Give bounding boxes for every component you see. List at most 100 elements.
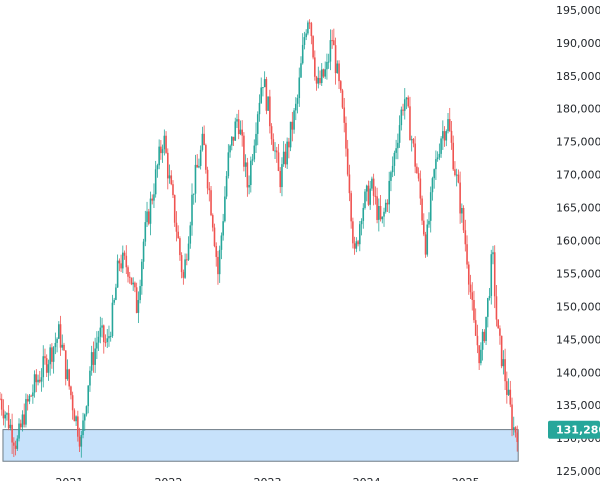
candle-body bbox=[390, 172, 392, 181]
candle-body bbox=[191, 194, 193, 226]
candle-body bbox=[232, 136, 235, 141]
candle-body bbox=[234, 121, 237, 141]
candle-body bbox=[239, 129, 242, 135]
candle-body bbox=[410, 139, 413, 141]
candle-body bbox=[435, 159, 437, 170]
candle-body bbox=[450, 130, 453, 143]
candle-body bbox=[78, 436, 81, 447]
candle-body bbox=[23, 414, 26, 425]
candle-body bbox=[4, 414, 6, 419]
candle-body bbox=[448, 119, 451, 131]
candle-body bbox=[192, 193, 195, 195]
candle-body bbox=[258, 102, 261, 115]
candle-body bbox=[172, 184, 174, 196]
candle-body bbox=[474, 320, 477, 336]
candle-body bbox=[336, 63, 339, 74]
candle-body bbox=[248, 184, 250, 188]
candle-body bbox=[0, 398, 1, 400]
candle-body bbox=[343, 107, 346, 123]
candle-body bbox=[101, 325, 103, 328]
candle-body bbox=[75, 416, 77, 422]
candle-body bbox=[485, 316, 487, 342]
candle-body bbox=[397, 142, 399, 149]
candle-body bbox=[184, 259, 186, 278]
candle-body bbox=[424, 234, 427, 255]
candle-body bbox=[215, 246, 218, 257]
candle-body bbox=[52, 347, 55, 362]
candle-body bbox=[189, 225, 192, 244]
candle-body bbox=[324, 69, 327, 77]
candle-body bbox=[224, 196, 226, 222]
candle-body bbox=[407, 97, 410, 107]
last-price-badge: 131,280 bbox=[548, 420, 600, 439]
candle-body bbox=[156, 165, 159, 170]
candle-body bbox=[227, 152, 230, 177]
candle-body bbox=[11, 424, 13, 443]
candle-body bbox=[203, 133, 205, 146]
candle-body bbox=[291, 121, 294, 130]
y-axis: 125,000130,000135,000140,000145,000150,0… bbox=[556, 4, 600, 478]
candle-body bbox=[506, 381, 508, 395]
candle-body bbox=[303, 37, 306, 45]
candle-body bbox=[37, 379, 39, 383]
candle-body bbox=[277, 152, 280, 171]
candle-body bbox=[419, 178, 422, 199]
candle-body bbox=[514, 427, 517, 433]
candle-body bbox=[73, 410, 76, 422]
candle-body bbox=[436, 157, 439, 160]
candle-body bbox=[402, 109, 404, 111]
candle-body bbox=[7, 413, 10, 429]
candle-body bbox=[163, 135, 166, 150]
candle-body bbox=[286, 141, 288, 165]
candle-body bbox=[141, 261, 143, 287]
candle-body bbox=[51, 347, 53, 362]
candle-body bbox=[365, 185, 368, 192]
candle-body bbox=[161, 149, 164, 154]
candle-body bbox=[179, 238, 181, 256]
candle-body bbox=[102, 325, 105, 343]
candle-body bbox=[85, 406, 88, 415]
candle-body bbox=[113, 299, 115, 303]
candle-body bbox=[480, 349, 482, 364]
candle-body bbox=[0, 398, 3, 410]
candle-body bbox=[250, 160, 252, 185]
candle-body bbox=[471, 292, 474, 300]
candle-body bbox=[282, 151, 285, 165]
candle-body bbox=[109, 336, 112, 338]
candle-body bbox=[502, 359, 505, 367]
candle-body bbox=[196, 164, 198, 168]
candle-body bbox=[310, 23, 313, 37]
candle-body bbox=[66, 369, 69, 380]
candle-body bbox=[319, 77, 321, 84]
candle-body bbox=[170, 175, 173, 185]
candle-body bbox=[398, 125, 401, 143]
candle-body bbox=[378, 206, 380, 220]
x-tick-label: 2023 bbox=[254, 476, 282, 481]
candle-body bbox=[488, 295, 491, 299]
candle-body bbox=[469, 284, 472, 293]
candle-body bbox=[412, 139, 415, 144]
candle-body bbox=[90, 352, 93, 371]
candle-body bbox=[217, 256, 219, 275]
candle-body bbox=[358, 224, 361, 245]
candle-body bbox=[59, 324, 62, 348]
y-tick-label: 185,000 bbox=[556, 70, 600, 83]
candle-body bbox=[63, 344, 65, 351]
candle-body bbox=[322, 69, 325, 77]
candle-body bbox=[237, 119, 240, 135]
candle-body bbox=[229, 145, 231, 153]
candle-body bbox=[77, 416, 79, 437]
y-tick-label: 175,000 bbox=[556, 136, 600, 149]
candle-body bbox=[467, 264, 470, 285]
candle-body bbox=[455, 174, 458, 176]
candle-body bbox=[205, 145, 207, 170]
candle-body bbox=[504, 359, 506, 382]
candle-body bbox=[158, 146, 160, 166]
candle-body bbox=[500, 335, 503, 367]
candle-body bbox=[481, 331, 484, 350]
candle-body bbox=[507, 389, 510, 395]
candle-body bbox=[68, 369, 70, 387]
candle-body bbox=[104, 342, 107, 344]
candle-body bbox=[433, 169, 435, 179]
candle-body bbox=[130, 277, 133, 285]
